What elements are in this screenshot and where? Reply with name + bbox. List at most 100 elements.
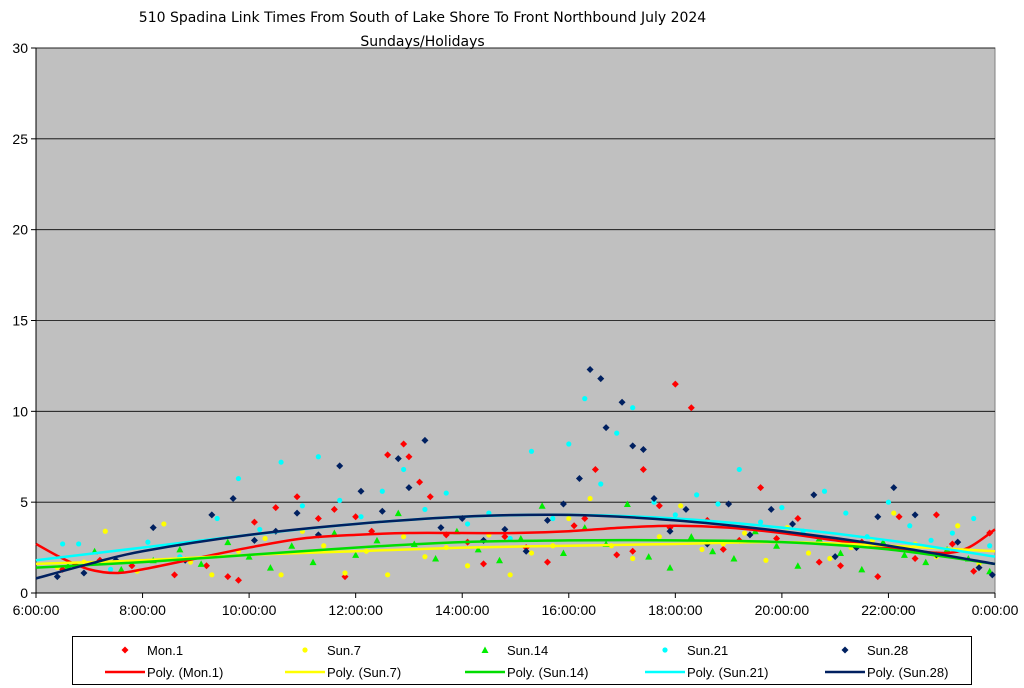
legend-item: Mon.1: [103, 641, 183, 659]
data-point: [639, 465, 647, 473]
data-point: [288, 542, 296, 549]
data-point: [250, 518, 258, 526]
data-point: [422, 554, 428, 560]
legend-marker-swatch: [121, 646, 129, 654]
data-point: [597, 375, 605, 383]
y-tick-label: 25: [12, 131, 28, 147]
legend-label: Sun.21: [687, 642, 729, 658]
data-point: [53, 573, 61, 581]
trendline: [35, 538, 996, 569]
data-point: [709, 547, 717, 555]
data-point: [522, 547, 530, 555]
data-point: [928, 537, 934, 543]
data-point: [843, 510, 849, 516]
data-point: [741, 530, 748, 536]
data-point: [715, 501, 721, 507]
data-point: [570, 522, 578, 530]
data-point: [394, 509, 402, 517]
data-point: [229, 495, 237, 503]
data-point: [202, 562, 210, 570]
data-point: [687, 533, 695, 540]
data-point: [975, 564, 983, 572]
data-point: [234, 576, 242, 584]
data-point: [954, 538, 962, 546]
data-point: [891, 510, 897, 516]
y-axis-ticks: 0 5 10 15 20 25 30: [12, 40, 37, 601]
legend-label: Poly. (Sun.28): [867, 664, 949, 680]
data-point: [76, 541, 82, 547]
legend-marker: [481, 646, 489, 653]
legend-marker-swatch: [662, 647, 668, 653]
data-point: [955, 523, 961, 529]
legend-label: Poly. (Sun.14): [507, 664, 589, 680]
data-point: [948, 540, 956, 548]
data-point: [330, 529, 338, 537]
data-point: [779, 505, 785, 511]
data-point: [224, 538, 232, 546]
data-point: [401, 466, 407, 473]
data-point: [224, 573, 232, 581]
data-point: [501, 525, 509, 533]
legend-item: Poly. (Mon.1): [103, 663, 223, 681]
data-point: [629, 442, 637, 450]
data-point: [858, 565, 866, 573]
data-point: [672, 512, 678, 518]
legend-marker: [121, 646, 129, 654]
data-point: [432, 554, 440, 562]
x-tick-label: 8:00:00: [119, 602, 166, 618]
trendlines: [35, 513, 996, 580]
data-point: [618, 398, 626, 406]
data-point: [400, 440, 408, 448]
data-point: [117, 565, 125, 573]
data-point: [437, 524, 445, 532]
data-point: [486, 510, 492, 516]
y-tick-label: 20: [12, 222, 28, 238]
data-point: [773, 542, 781, 549]
data-point: [315, 454, 321, 460]
legend-line-swatch: [285, 670, 325, 674]
y-tick-label: 10: [12, 403, 28, 419]
data-point: [214, 515, 220, 522]
data-point: [176, 545, 184, 553]
legend-marker: [662, 647, 668, 653]
data-point: [655, 502, 663, 510]
data-point: [810, 491, 818, 499]
x-tick-label: 6:00:00: [13, 602, 60, 618]
data-point: [757, 519, 764, 525]
data-point: [971, 515, 977, 522]
data-point: [550, 515, 556, 522]
data-point: [314, 515, 322, 523]
data-point: [357, 487, 365, 495]
data-point: [394, 455, 402, 463]
data-point: [543, 516, 551, 524]
data-point: [836, 549, 844, 557]
data-point: [559, 500, 567, 508]
data-point: [474, 545, 482, 553]
data-point: [161, 521, 167, 527]
data-point: [651, 499, 657, 505]
data-point: [266, 564, 274, 571]
legend-item: Sun.14: [463, 641, 548, 659]
x-tick-label: 20:00:00: [755, 602, 810, 618]
data-point: [464, 563, 471, 569]
x-tick-label: 0:00:00: [972, 602, 1019, 618]
data-point: [405, 484, 413, 492]
data-point: [60, 541, 66, 547]
data-point: [614, 430, 620, 436]
data-point: [405, 453, 413, 461]
data-point: [464, 521, 471, 527]
data-point: [629, 547, 637, 555]
data-point: [730, 554, 738, 562]
data-point: [687, 404, 695, 412]
data-point: [773, 535, 781, 542]
data-point: [671, 380, 679, 388]
data-point: [598, 481, 604, 487]
data-point: [293, 509, 301, 517]
data-point: [932, 511, 940, 519]
legend-marker: [302, 647, 308, 653]
data-point: [827, 555, 833, 562]
data-point: [874, 573, 882, 581]
data-point: [321, 543, 327, 549]
data-point: [209, 572, 215, 578]
data-point: [299, 503, 305, 509]
